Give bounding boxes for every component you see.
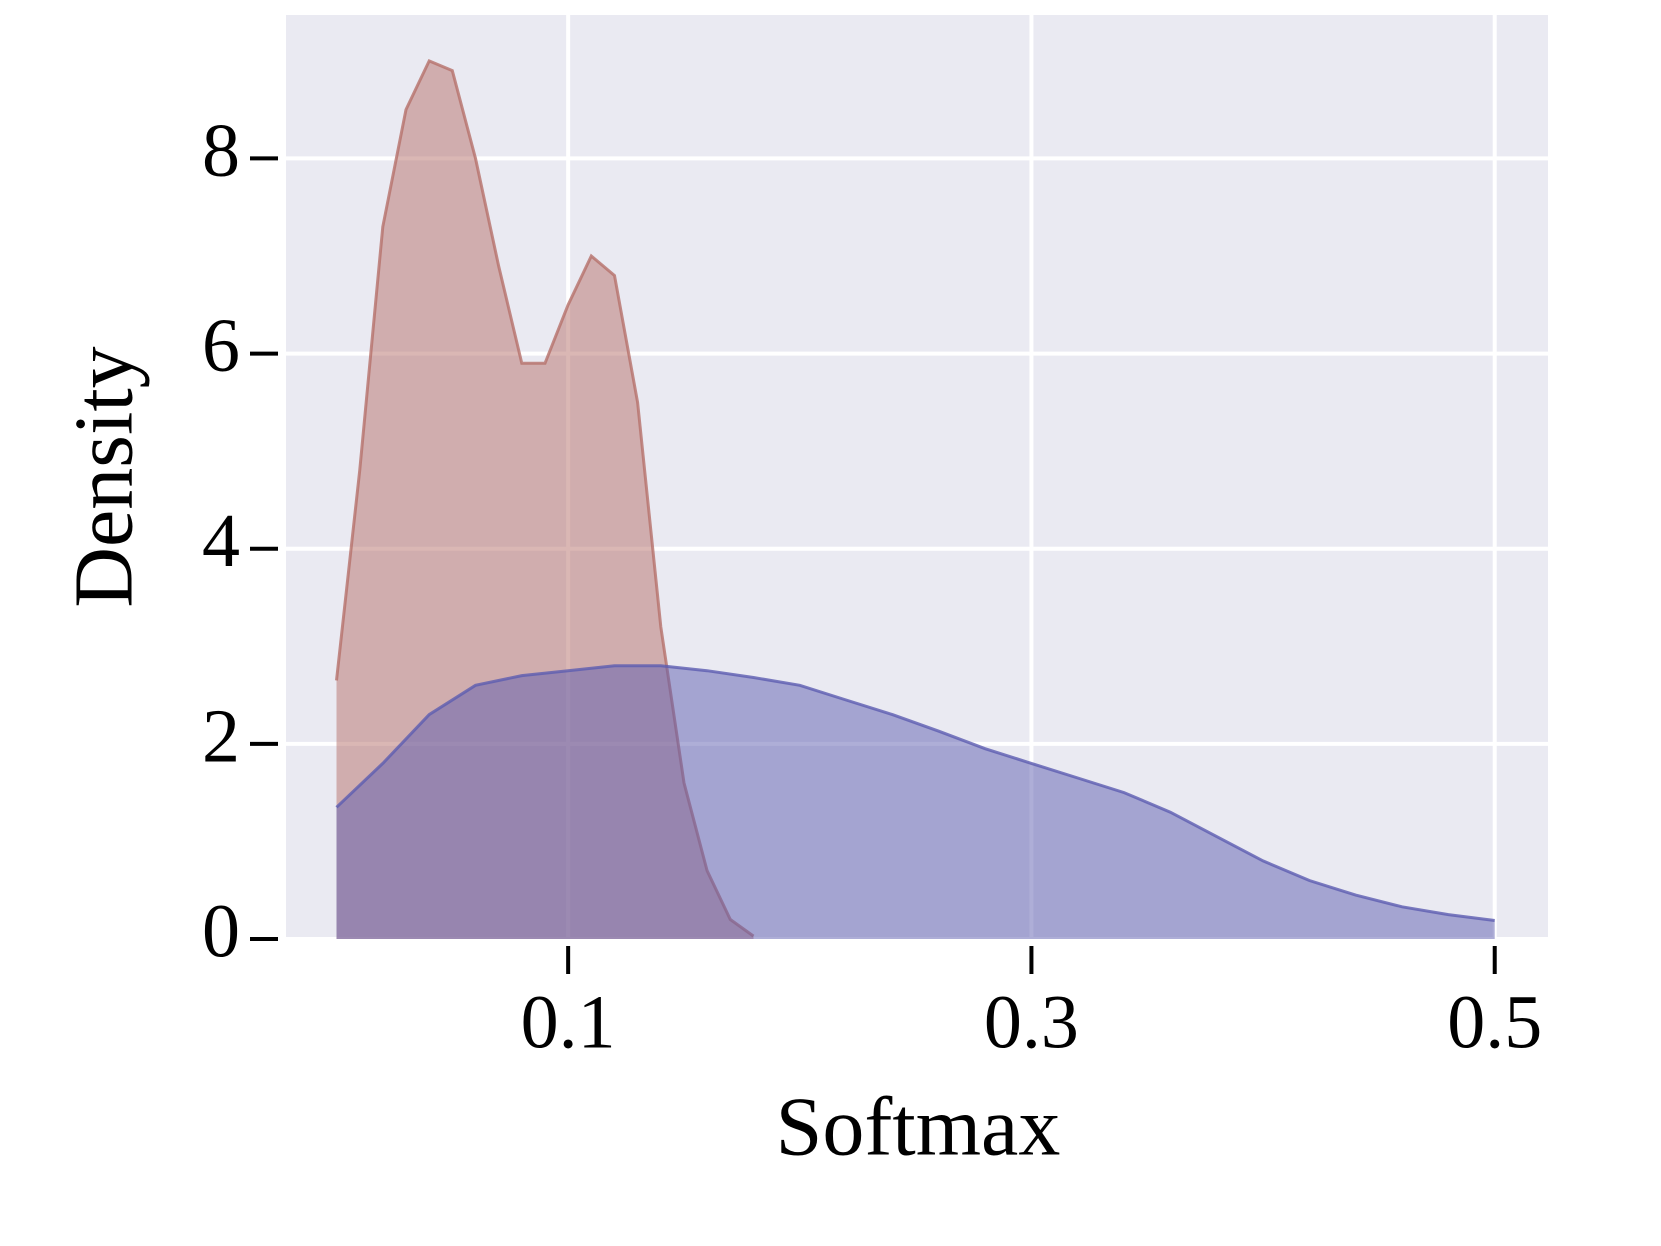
x-axis-label: Softmax (776, 1080, 1061, 1173)
y-tick-label: 2 (202, 694, 240, 778)
density-area (336, 665, 1495, 939)
density-line (335, 664, 1495, 922)
y-axis-label: Density (57, 346, 150, 607)
y-tick-label: 8 (202, 109, 240, 193)
x-tick-label: 0.1 (521, 980, 616, 1064)
y-tick-label: 0 (202, 889, 240, 973)
x-tick-label: 0.5 (1447, 980, 1542, 1064)
y-tick-label: 6 (202, 304, 240, 388)
x-tick-label: 0.3 (984, 980, 1079, 1064)
y-tick-label: 4 (202, 499, 240, 583)
